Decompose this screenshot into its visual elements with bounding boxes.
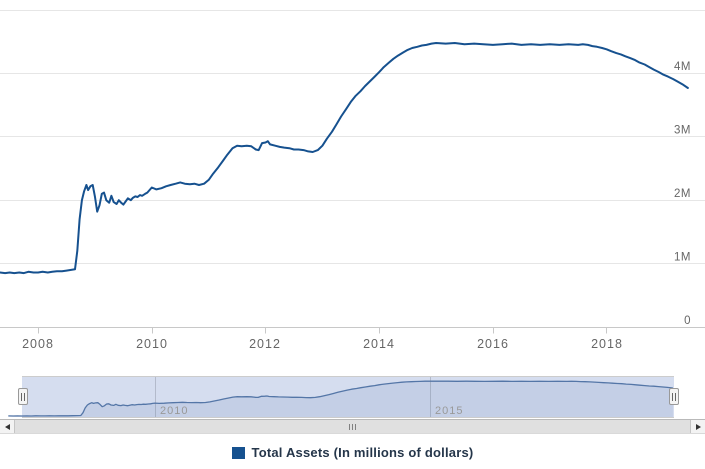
legend: Total Assets (In millions of dollars) [0, 445, 705, 460]
y-gridlines [0, 10, 705, 264]
x-axis-label: 2008 [22, 337, 54, 351]
x-axis-labels: 2008 2010 2012 2014 2016 2018 [22, 337, 623, 351]
navigator-left-handle[interactable] [18, 388, 28, 405]
main-chart-plot[interactable]: 2008 2010 2012 2014 2016 2018 4M 3M 2M 1… [0, 0, 705, 360]
x-axis-label: 2012 [249, 337, 281, 351]
navigator-right-handle[interactable] [669, 388, 679, 405]
scrollbar-left-button[interactable] [0, 420, 15, 433]
navigator-gridlines [155, 377, 431, 417]
navigator-borders [22, 376, 674, 418]
x-axis-label: 2014 [363, 337, 395, 351]
total-assets-series-line[interactable] [0, 42, 689, 275]
x-axis-label: 2016 [477, 337, 509, 351]
scrollbar-right-button[interactable] [690, 420, 705, 433]
arrow-left-icon [4, 423, 10, 430]
navigator-series-line [8, 380, 673, 417]
y-axis-labels: 4M 3M 2M 1M 0 [674, 61, 691, 327]
y-axis-label: 2M [674, 188, 691, 200]
scrollbar[interactable] [0, 419, 705, 434]
y-axis-label: 3M [674, 125, 691, 137]
navigator-year-label: 2010 [160, 405, 188, 417]
navigator[interactable]: 2010 2015 [0, 376, 705, 420]
navigator-series-area [8, 381, 673, 417]
legend-label: Total Assets (In millions of dollars) [251, 445, 474, 460]
y-axis-label: 1M [674, 252, 691, 264]
navigator-selected-range-mask[interactable] [22, 377, 674, 418]
scrollbar-thumb[interactable] [14, 420, 691, 433]
y-axis-label: 0 [684, 315, 691, 327]
arrow-right-icon [695, 423, 701, 430]
x-axis-tick-marks [38, 327, 607, 334]
navigator-year-label: 2015 [435, 405, 463, 417]
scrollbar-grip-icon [352, 423, 353, 430]
navigator-axis-labels: 2010 2015 [160, 405, 463, 417]
legend-item-total-assets[interactable]: Total Assets (In millions of dollars) [231, 445, 474, 460]
scrollbar-grip-icon [355, 423, 356, 430]
x-axis-label: 2010 [136, 337, 168, 351]
x-axis-label: 2018 [591, 337, 623, 351]
y-axis-label: 4M [674, 61, 691, 73]
scrollbar-grip-icon [349, 423, 350, 430]
legend-swatch [231, 446, 245, 459]
